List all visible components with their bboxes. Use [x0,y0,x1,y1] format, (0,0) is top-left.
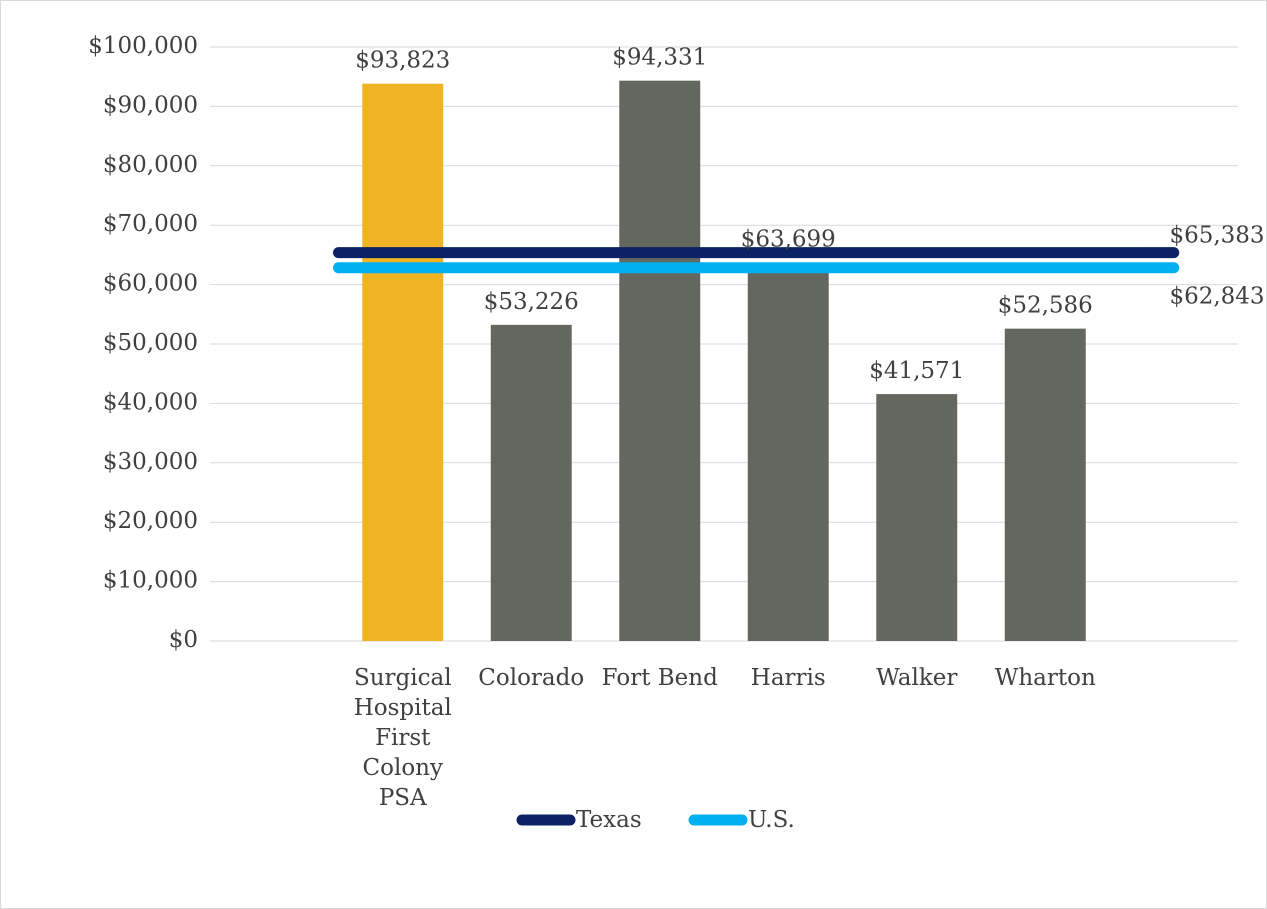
y-tick-label: $30,000 [103,449,198,475]
x-tick-label: Fort Bend [601,665,718,691]
bar [619,80,701,642]
y-tick-label: $80,000 [103,152,198,178]
bar [747,262,829,641]
data-label: $41,571 [869,358,964,384]
legend-label: Texas [576,807,642,833]
data-label: $63,699 [741,227,836,253]
y-tick-label: $10,000 [103,568,198,594]
bar [876,394,958,641]
data-label: $53,226 [484,289,579,315]
data-label: $93,823 [355,48,450,74]
y-tick-label: $90,000 [103,92,198,118]
data-label: $94,331 [612,45,707,71]
x-tick-label: Harris [750,665,826,691]
reference-label: $62,843 [1169,284,1264,310]
y-tick-label: $70,000 [103,211,198,237]
y-tick-label: $50,000 [103,330,198,356]
y-tick-label: $20,000 [103,508,198,534]
bar [362,83,444,641]
y-tick-label: $60,000 [103,271,198,297]
bar [1004,328,1086,641]
reference-label: $65,383 [1169,223,1264,249]
x-tick-label: Walker [876,665,958,691]
data-label: $52,586 [998,293,1093,319]
bar [490,324,572,641]
x-tick-label: Wharton [994,665,1096,691]
y-tick-label: $100,000 [88,33,198,59]
legend-label: U.S. [748,807,795,833]
y-tick-label: $40,000 [103,389,198,415]
y-tick-label: $0 [169,627,198,653]
x-tick-label: Surgical Hospital First Colony PSA [353,665,452,811]
x-tick-label: Colorado [478,665,585,691]
